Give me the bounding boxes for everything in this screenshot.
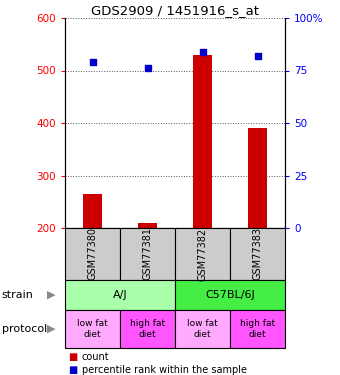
Text: strain: strain xyxy=(2,290,34,300)
Point xyxy=(255,53,260,59)
Text: low fat
diet: low fat diet xyxy=(187,319,218,339)
Text: ▶: ▶ xyxy=(47,324,56,334)
Bar xyxy=(138,223,157,228)
Bar xyxy=(83,194,102,228)
Text: ■: ■ xyxy=(68,352,78,362)
Title: GDS2909 / 1451916_s_at: GDS2909 / 1451916_s_at xyxy=(91,4,259,17)
Text: ▶: ▶ xyxy=(47,290,56,300)
Text: GSM77382: GSM77382 xyxy=(198,227,207,280)
Text: GSM77381: GSM77381 xyxy=(142,228,153,280)
Text: high fat
diet: high fat diet xyxy=(130,319,165,339)
Text: low fat
diet: low fat diet xyxy=(77,319,108,339)
Point xyxy=(145,65,150,71)
Text: C57BL/6J: C57BL/6J xyxy=(205,290,255,300)
Text: GSM77380: GSM77380 xyxy=(87,228,98,280)
Text: A/J: A/J xyxy=(113,290,127,300)
Text: GSM77383: GSM77383 xyxy=(253,228,262,280)
Bar xyxy=(248,128,267,228)
Text: percentile rank within the sample: percentile rank within the sample xyxy=(82,365,247,375)
Text: high fat
diet: high fat diet xyxy=(240,319,275,339)
Bar xyxy=(193,55,212,228)
Text: ■: ■ xyxy=(68,365,78,375)
Text: protocol: protocol xyxy=(2,324,47,334)
Point xyxy=(200,49,205,55)
Point xyxy=(90,59,95,65)
Text: count: count xyxy=(82,352,109,362)
